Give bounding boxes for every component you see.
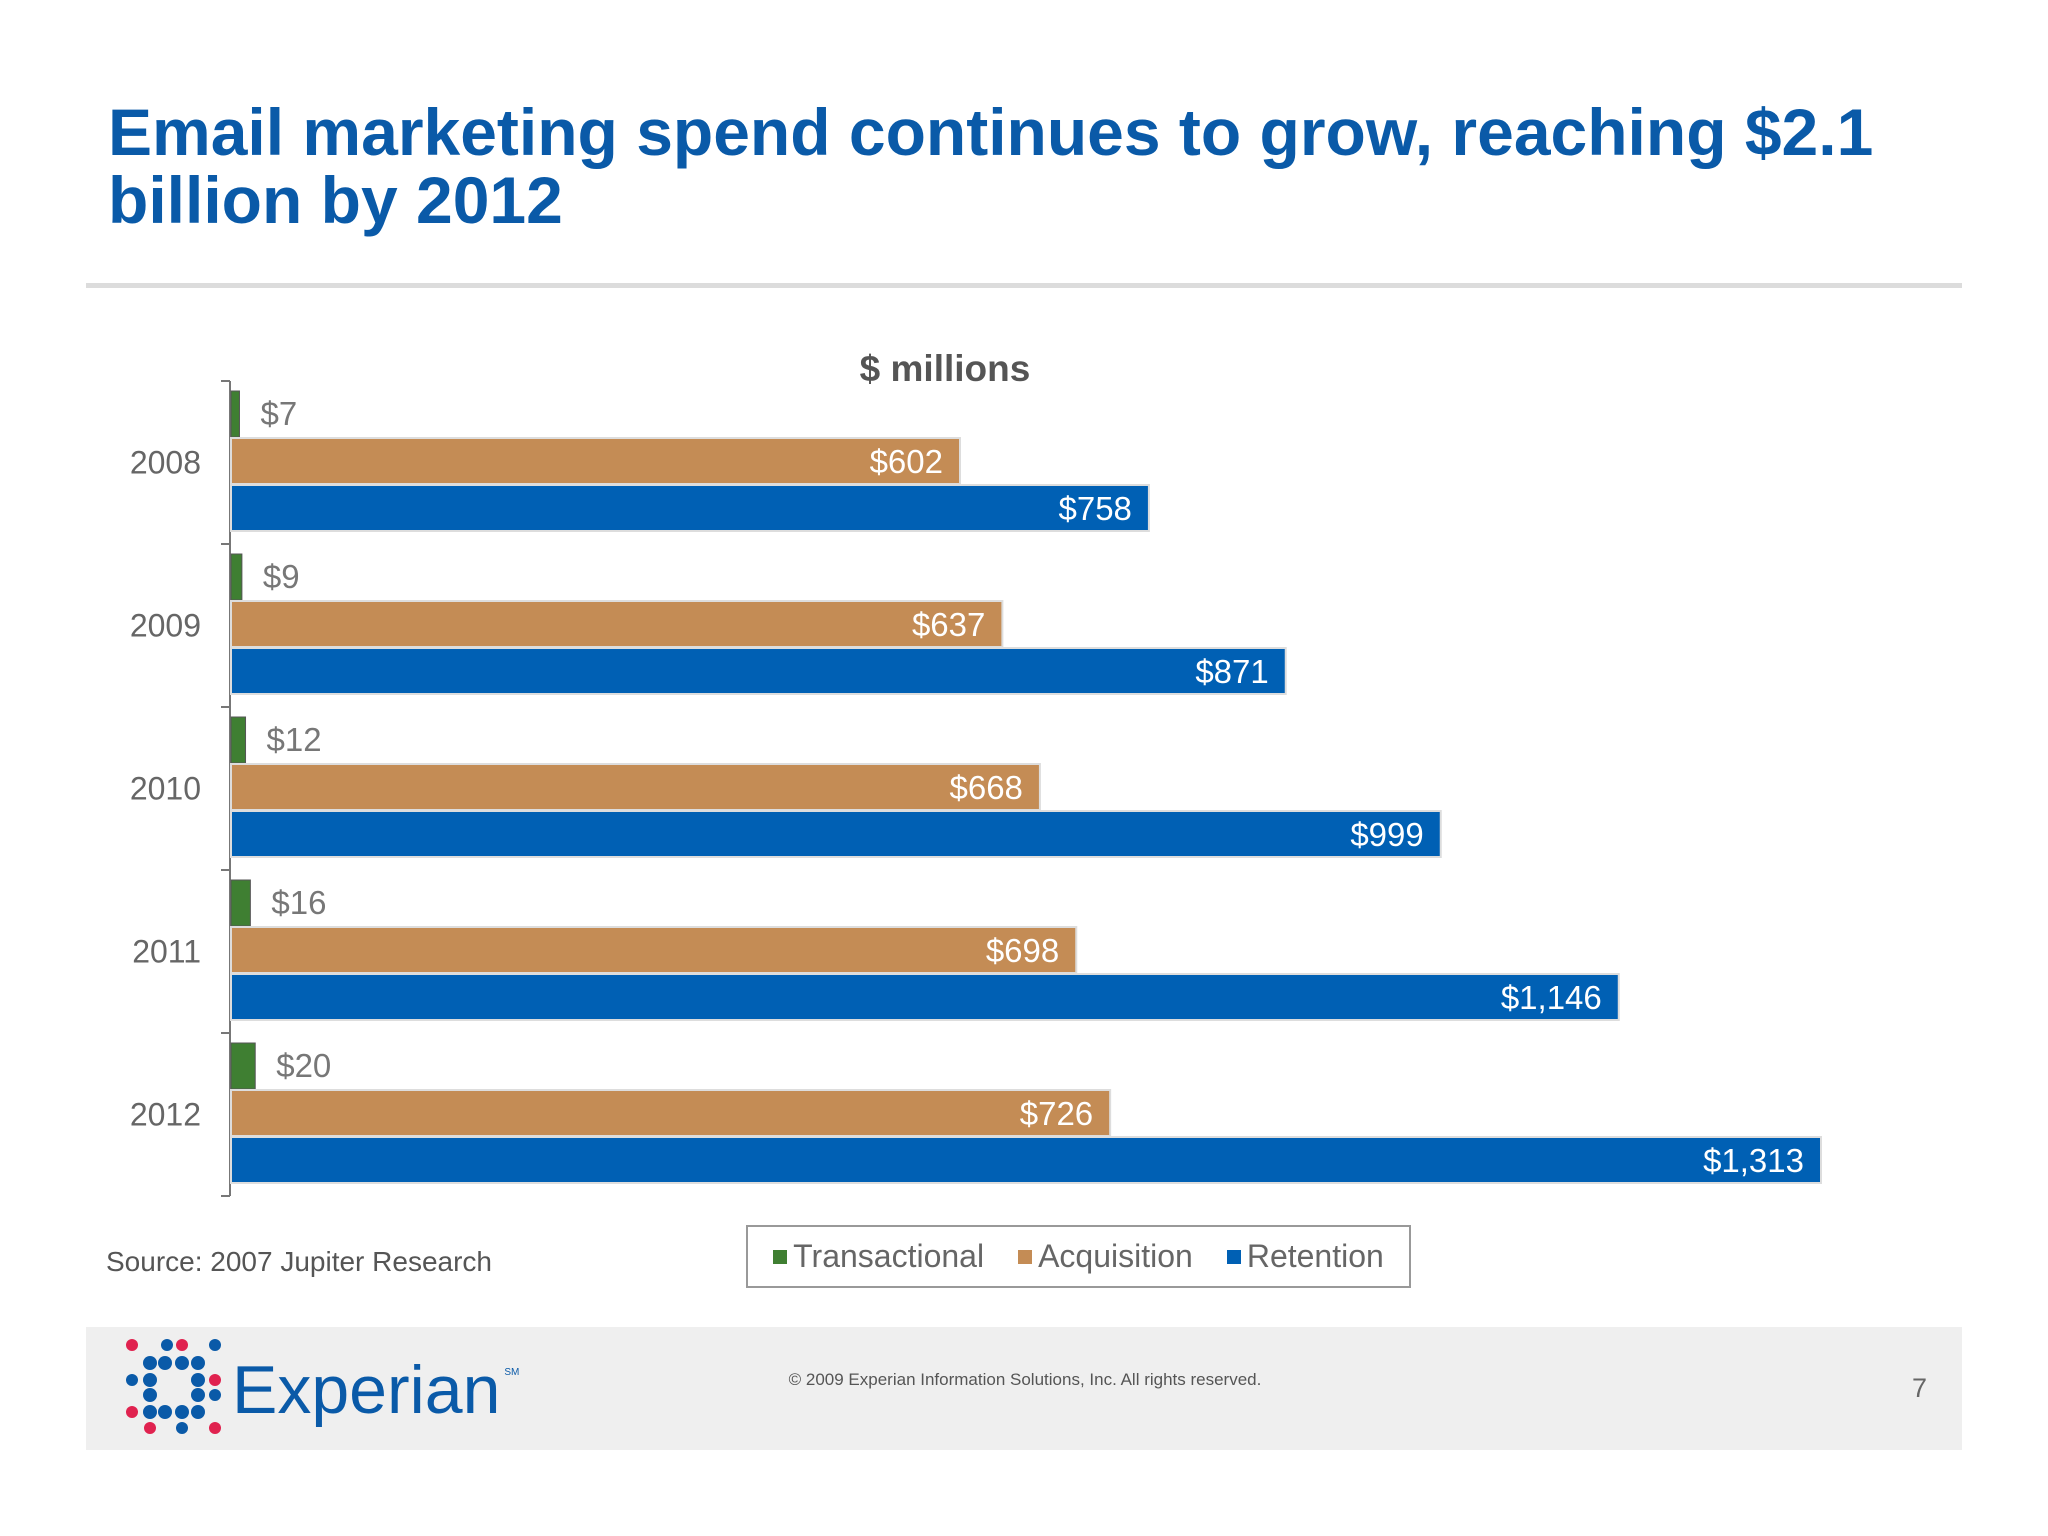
legend-swatch bbox=[773, 1249, 788, 1264]
category-label-2011: 2011 bbox=[132, 934, 201, 970]
data-label: $726 bbox=[1020, 1095, 1093, 1132]
category-label-2008: 2008 bbox=[130, 445, 201, 481]
data-label: $1,313 bbox=[1703, 1142, 1804, 1179]
logo-wordmark: Experian bbox=[232, 1352, 500, 1428]
legend-label: Retention bbox=[1246, 1238, 1384, 1274]
bar-retention-2009 bbox=[230, 647, 1287, 695]
page-number: 7 bbox=[1912, 1373, 1928, 1403]
bar-acquisition-2008 bbox=[230, 437, 962, 485]
experian-logo: Experian SM bbox=[126, 1339, 519, 1434]
bar-transactional-2009 bbox=[230, 553, 243, 601]
slide-title: Email marketing spend continues to grow,… bbox=[108, 95, 1874, 237]
bar-retention-2010 bbox=[230, 810, 1442, 858]
bar-transactional-2011 bbox=[230, 879, 251, 927]
data-label: $16 bbox=[271, 884, 326, 921]
legend-item-acquisition: Acquisition bbox=[1018, 1238, 1193, 1275]
bar-transactional-2012 bbox=[230, 1042, 256, 1090]
chart-subtitle: $ millions bbox=[859, 348, 1031, 389]
bar-acquisition-2011 bbox=[230, 926, 1078, 974]
legend-swatch bbox=[1226, 1249, 1241, 1264]
data-label: $7 bbox=[260, 395, 297, 432]
bar-transactional-2008 bbox=[230, 390, 240, 438]
data-label: $758 bbox=[1058, 490, 1131, 527]
bar-retention-2008 bbox=[230, 484, 1150, 532]
data-label: $637 bbox=[912, 606, 985, 643]
legend-label: Acquisition bbox=[1038, 1238, 1193, 1274]
category-label-2012: 2012 bbox=[130, 1097, 201, 1133]
legend-item-retention: Retention bbox=[1226, 1238, 1384, 1275]
data-label: $999 bbox=[1350, 816, 1423, 853]
bar-transactional-2010 bbox=[230, 716, 247, 764]
legend-swatch bbox=[1018, 1249, 1033, 1264]
data-label: $9 bbox=[263, 558, 300, 595]
data-label: $668 bbox=[950, 769, 1023, 806]
data-label: $12 bbox=[267, 721, 322, 758]
data-label: $1,146 bbox=[1501, 979, 1602, 1016]
data-label: $871 bbox=[1195, 653, 1268, 690]
category-label-2009: 2009 bbox=[130, 608, 201, 644]
bar-retention-2012 bbox=[230, 1136, 1822, 1184]
data-label: $20 bbox=[276, 1047, 331, 1084]
copyright-notice: © 2009 Experian Information Solutions, I… bbox=[0, 1370, 2048, 1390]
legend-label: Transactional bbox=[793, 1238, 985, 1274]
footer-band bbox=[86, 1327, 1962, 1450]
data-label: $602 bbox=[870, 443, 943, 480]
category-label-2010: 2010 bbox=[130, 771, 201, 807]
copyright-text: © 2009 Experian Information Solutions, I… bbox=[788, 1370, 1262, 1389]
title-divider bbox=[86, 283, 1962, 288]
data-label: $698 bbox=[986, 932, 1059, 969]
logo-service-mark: SM bbox=[504, 1367, 519, 1378]
chart-legend: Transactional Acquisition Retention bbox=[746, 1225, 1411, 1288]
source-note: Source: 2007 Jupiter Research bbox=[106, 1246, 492, 1277]
bar-retention-2011 bbox=[230, 973, 1620, 1021]
legend-item-transactional: Transactional bbox=[773, 1238, 984, 1275]
bar-acquisition-2012 bbox=[230, 1089, 1112, 1137]
bar-acquisition-2009 bbox=[230, 600, 1004, 648]
bar-acquisition-2010 bbox=[230, 763, 1041, 811]
